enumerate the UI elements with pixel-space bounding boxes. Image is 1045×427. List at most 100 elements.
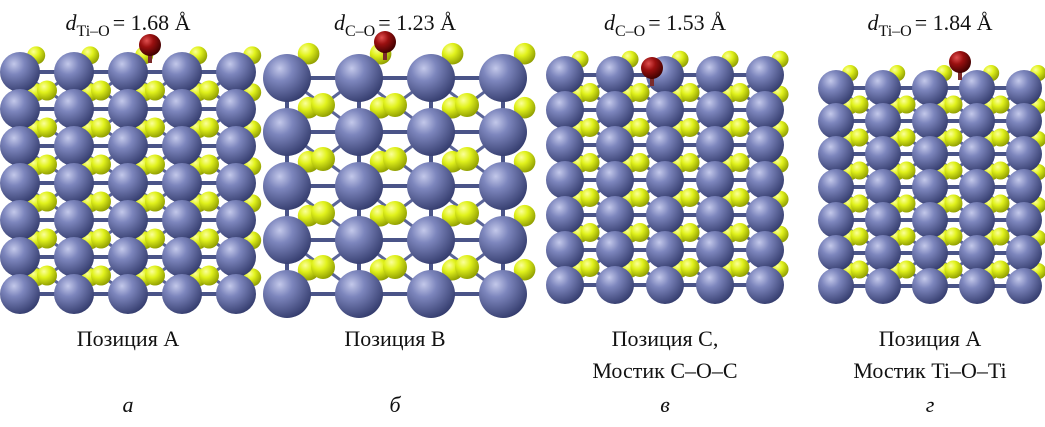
titanium-atom	[479, 216, 527, 264]
carbon-atom	[91, 118, 111, 138]
titanium-atom	[696, 196, 734, 234]
titanium-atom	[1006, 169, 1042, 205]
titanium-atom	[912, 103, 948, 139]
titanium-atom	[865, 136, 901, 172]
carbon-atom	[992, 195, 1010, 213]
carbon-atom	[455, 147, 479, 171]
bond-length-label: dTi–O= 1.68 Å	[65, 10, 190, 40]
titanium-atom	[546, 161, 584, 199]
titanium-atom	[696, 91, 734, 129]
titanium-atom	[54, 200, 94, 240]
titanium-atom	[216, 274, 256, 314]
carbon-atom	[581, 188, 600, 207]
titanium-atom	[0, 237, 40, 277]
titanium-atom	[216, 89, 256, 129]
carbon-atom	[37, 266, 57, 286]
carbon-atom	[145, 118, 165, 138]
titanium-atom	[263, 108, 311, 156]
titanium-atom	[1006, 268, 1042, 304]
carbon-atom	[37, 155, 57, 175]
carbon-atom	[731, 83, 750, 102]
carbon-atom	[581, 83, 600, 102]
titanium-atom	[959, 268, 995, 304]
oxygen-atom	[139, 34, 161, 56]
titanium-atom	[108, 237, 148, 277]
titanium-atom	[335, 270, 383, 318]
carbon-atom	[681, 188, 700, 207]
bond-length-label: dTi–O= 1.84 Å	[867, 10, 992, 40]
panel-letter: б	[389, 392, 401, 417]
carbon-atom	[631, 153, 650, 172]
caption: Мостик C–O–C	[592, 358, 737, 383]
carbon-atom	[731, 153, 750, 172]
titanium-atom	[959, 70, 995, 106]
carbon-atom	[581, 118, 600, 137]
caption: Позиция B	[344, 326, 445, 351]
carbon-atom	[992, 129, 1010, 147]
caption: Позиция A	[77, 326, 180, 351]
carbon-atom	[851, 228, 869, 246]
carbon-atom	[199, 155, 219, 175]
titanium-atom	[746, 196, 784, 234]
titanium-atom	[108, 163, 148, 203]
carbon-atom	[91, 229, 111, 249]
carbon-atom	[851, 129, 869, 147]
titanium-atom	[818, 136, 854, 172]
titanium-atom	[546, 56, 584, 94]
titanium-atom	[162, 89, 202, 129]
carbon-atom	[898, 195, 916, 213]
titanium-atom	[54, 52, 94, 92]
carbon-atom	[851, 195, 869, 213]
carbon-atom	[581, 258, 600, 277]
titanium-atom	[407, 162, 455, 210]
carbon-atom	[945, 96, 963, 114]
carbon-atom	[311, 93, 335, 117]
titanium-atom	[596, 196, 634, 234]
titanium-atom	[546, 196, 584, 234]
titanium-atom	[1006, 136, 1042, 172]
titanium-atom	[108, 274, 148, 314]
carbon-atom	[851, 261, 869, 279]
titanium-atom	[1006, 235, 1042, 271]
titanium-atom	[746, 126, 784, 164]
carbon-atom	[631, 118, 650, 137]
titanium-atom	[818, 70, 854, 106]
carbon-atom	[145, 155, 165, 175]
titanium-atom	[0, 274, 40, 314]
panel-letter: г	[926, 392, 935, 417]
titanium-atom	[746, 161, 784, 199]
titanium-atom	[162, 200, 202, 240]
bond-atoms: C–O	[615, 23, 645, 40]
titanium-atom	[216, 52, 256, 92]
titanium-atom	[54, 237, 94, 277]
titanium-atom	[162, 237, 202, 277]
titanium-atom	[912, 70, 948, 106]
carbon-atom	[731, 223, 750, 242]
bond-atoms: Ti–O	[878, 23, 911, 40]
titanium-atom	[596, 126, 634, 164]
titanium-atom	[746, 56, 784, 94]
carbon-atom	[851, 96, 869, 114]
titanium-atom	[596, 56, 634, 94]
carbon-atom	[992, 96, 1010, 114]
titanium-atom	[959, 103, 995, 139]
carbon-atom	[992, 261, 1010, 279]
titanium-atom	[162, 52, 202, 92]
carbon-atom	[199, 81, 219, 101]
titanium-atom	[646, 161, 684, 199]
titanium-atom	[646, 91, 684, 129]
carbon-atom	[681, 83, 700, 102]
structure	[818, 51, 1045, 304]
carbon-atom	[311, 255, 335, 279]
bond-value: = 1.68 Å	[113, 10, 191, 35]
carbon-atom	[945, 261, 963, 279]
bond-atoms: Ti–O	[76, 23, 109, 40]
titanium-atom	[479, 270, 527, 318]
carbon-atom	[91, 81, 111, 101]
carbon-atom	[37, 81, 57, 101]
carbon-atom	[992, 162, 1010, 180]
carbon-atom	[91, 155, 111, 175]
titanium-atom	[0, 163, 40, 203]
titanium-atom	[596, 91, 634, 129]
titanium-atom	[479, 108, 527, 156]
